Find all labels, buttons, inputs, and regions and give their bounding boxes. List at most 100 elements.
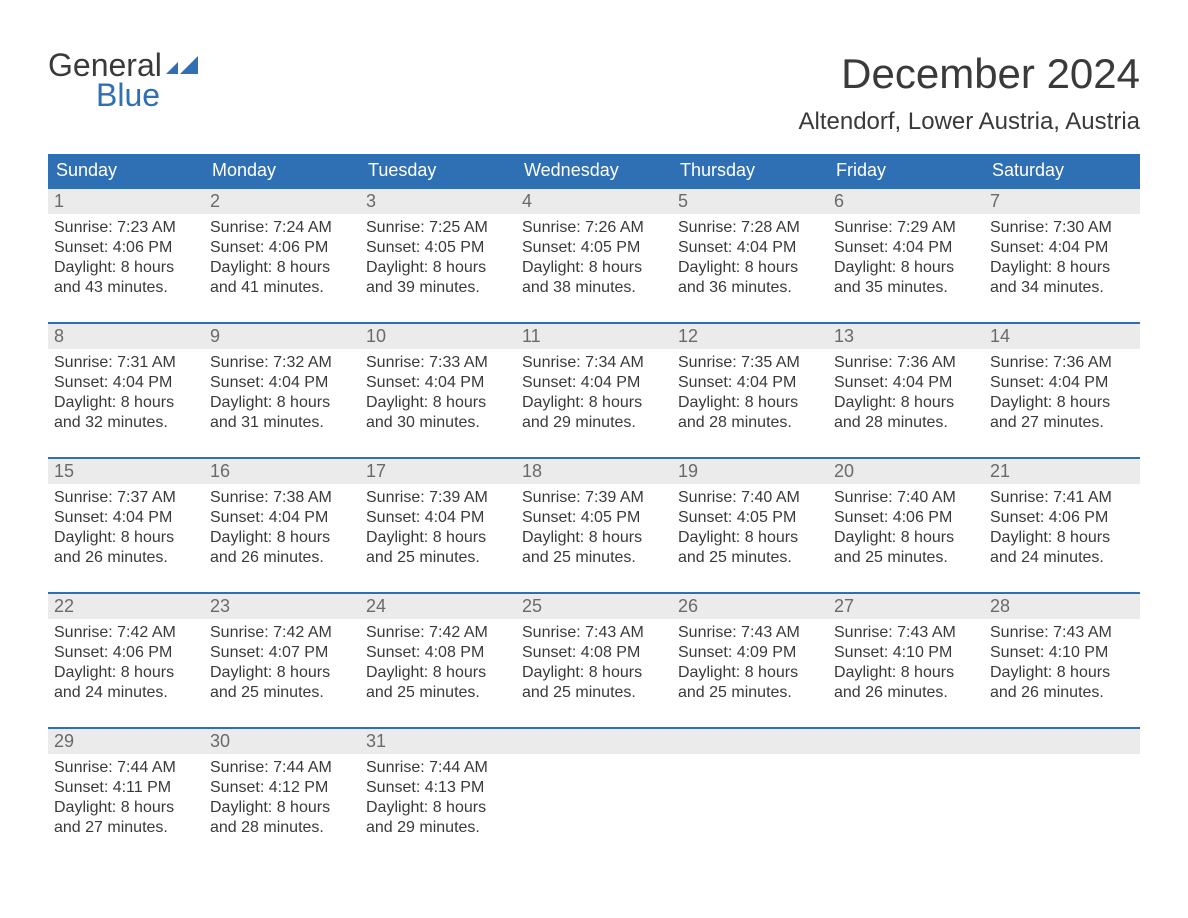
sunrise-text: Sunrise: 7:43 AM bbox=[522, 623, 666, 643]
sunset-text: Sunset: 4:10 PM bbox=[990, 643, 1134, 663]
day-detail-row: Sunrise: 7:31 AM Sunset: 4:04 PM Daylight:… bbox=[48, 349, 1140, 435]
sunset-text: Sunset: 4:06 PM bbox=[990, 508, 1134, 528]
dl2-text: and 28 minutes. bbox=[834, 413, 978, 433]
sunrise-text: Sunrise: 7:41 AM bbox=[990, 488, 1134, 508]
sunrise-text: Sunrise: 7:42 AM bbox=[366, 623, 510, 643]
sunrise-text: Sunrise: 7:36 AM bbox=[834, 353, 978, 373]
day-detail-cell: Sunrise: 7:33 AMSunset: 4:04 PMDaylight:… bbox=[360, 349, 516, 435]
location-subtitle: Altendorf, Lower Austria, Austria bbox=[798, 108, 1140, 136]
day-number-cell: 1 bbox=[48, 189, 204, 214]
day-number-cell: 30 bbox=[204, 729, 360, 754]
day-number-cell: 22 bbox=[48, 594, 204, 619]
dl1-text: Daylight: 8 hours bbox=[54, 258, 198, 278]
dl1-text: Daylight: 8 hours bbox=[678, 663, 822, 683]
dl2-text: and 25 minutes. bbox=[210, 683, 354, 703]
sunrise-text: Sunrise: 7:23 AM bbox=[54, 218, 198, 238]
sunrise-text: Sunrise: 7:30 AM bbox=[990, 218, 1134, 238]
weekday-header: Friday bbox=[828, 154, 984, 189]
dl1-text: Daylight: 8 hours bbox=[678, 528, 822, 548]
sunset-text: Sunset: 4:06 PM bbox=[54, 643, 198, 663]
dl2-text: and 29 minutes. bbox=[522, 413, 666, 433]
day-number-cell: 25 bbox=[516, 594, 672, 619]
logo-flag-icon bbox=[166, 56, 198, 76]
day-detail-cell: Sunrise: 7:39 AMSunset: 4:04 PMDaylight:… bbox=[360, 484, 516, 570]
sunset-text: Sunset: 4:04 PM bbox=[366, 373, 510, 393]
sunset-text: Sunset: 4:13 PM bbox=[366, 778, 510, 798]
weekday-header: Monday bbox=[204, 154, 360, 189]
weekday-header: Wednesday bbox=[516, 154, 672, 189]
day-number-cell: 17 bbox=[360, 459, 516, 484]
sunrise-text: Sunrise: 7:28 AM bbox=[678, 218, 822, 238]
dl2-text: and 28 minutes. bbox=[210, 818, 354, 838]
day-number-cell: 20 bbox=[828, 459, 984, 484]
dl2-text: and 25 minutes. bbox=[678, 683, 822, 703]
day-number-cell bbox=[516, 729, 672, 754]
day-number-cell: 3 bbox=[360, 189, 516, 214]
sunset-text: Sunset: 4:07 PM bbox=[210, 643, 354, 663]
day-detail-cell: Sunrise: 7:25 AMSunset: 4:05 PMDaylight:… bbox=[360, 214, 516, 300]
day-detail-cell: Sunrise: 7:40 AMSunset: 4:05 PMDaylight:… bbox=[672, 484, 828, 570]
sunset-text: Sunset: 4:05 PM bbox=[522, 508, 666, 528]
day-number-cell bbox=[984, 729, 1140, 754]
sunset-text: Sunset: 4:04 PM bbox=[834, 373, 978, 393]
dl1-text: Daylight: 8 hours bbox=[834, 528, 978, 548]
day-detail-cell bbox=[516, 754, 672, 840]
dl1-text: Daylight: 8 hours bbox=[678, 393, 822, 413]
sunrise-text: Sunrise: 7:42 AM bbox=[54, 623, 198, 643]
day-detail-cell: Sunrise: 7:30 AMSunset: 4:04 PMDaylight:… bbox=[984, 214, 1140, 300]
day-number-row: 22232425262728 bbox=[48, 594, 1140, 619]
sunrise-text: Sunrise: 7:31 AM bbox=[54, 353, 198, 373]
header: General Blue December 2024 Altendorf, Lo… bbox=[48, 50, 1140, 136]
day-detail-cell: Sunrise: 7:43 AMSunset: 4:08 PMDaylight:… bbox=[516, 619, 672, 705]
dl2-text: and 25 minutes. bbox=[678, 548, 822, 568]
dl1-text: Daylight: 8 hours bbox=[522, 528, 666, 548]
week-separator bbox=[48, 705, 1140, 729]
dl2-text: and 26 minutes. bbox=[54, 548, 198, 568]
sunrise-text: Sunrise: 7:40 AM bbox=[834, 488, 978, 508]
day-detail-cell: Sunrise: 7:40 AMSunset: 4:06 PMDaylight:… bbox=[828, 484, 984, 570]
sunrise-text: Sunrise: 7:44 AM bbox=[366, 758, 510, 778]
sunrise-text: Sunrise: 7:44 AM bbox=[54, 758, 198, 778]
sunrise-text: Sunrise: 7:44 AM bbox=[210, 758, 354, 778]
dl2-text: and 25 minutes. bbox=[522, 683, 666, 703]
week-separator bbox=[48, 570, 1140, 594]
dl1-text: Daylight: 8 hours bbox=[210, 798, 354, 818]
weekday-header-row: Sunday Monday Tuesday Wednesday Thursday… bbox=[48, 154, 1140, 189]
day-detail-cell: Sunrise: 7:43 AMSunset: 4:10 PMDaylight:… bbox=[984, 619, 1140, 705]
week-separator bbox=[48, 435, 1140, 459]
sunrise-text: Sunrise: 7:26 AM bbox=[522, 218, 666, 238]
sunset-text: Sunset: 4:04 PM bbox=[678, 238, 822, 258]
calendar-table: Sunday Monday Tuesday Wednesday Thursday… bbox=[48, 154, 1140, 840]
title-block: December 2024 Altendorf, Lower Austria, … bbox=[798, 50, 1140, 136]
sunrise-text: Sunrise: 7:42 AM bbox=[210, 623, 354, 643]
weekday-header: Saturday bbox=[984, 154, 1140, 189]
dl2-text: and 41 minutes. bbox=[210, 278, 354, 298]
weekday-header: Sunday bbox=[48, 154, 204, 189]
day-number-cell: 21 bbox=[984, 459, 1140, 484]
day-number-cell: 15 bbox=[48, 459, 204, 484]
dl2-text: and 26 minutes. bbox=[210, 548, 354, 568]
dl1-text: Daylight: 8 hours bbox=[522, 258, 666, 278]
dl1-text: Daylight: 8 hours bbox=[54, 528, 198, 548]
sunset-text: Sunset: 4:04 PM bbox=[990, 238, 1134, 258]
day-number-cell: 16 bbox=[204, 459, 360, 484]
dl1-text: Daylight: 8 hours bbox=[210, 393, 354, 413]
dl2-text: and 25 minutes. bbox=[522, 548, 666, 568]
sunrise-text: Sunrise: 7:43 AM bbox=[678, 623, 822, 643]
dl2-text: and 25 minutes. bbox=[366, 683, 510, 703]
logo: General Blue bbox=[48, 50, 198, 111]
day-number-row: 15161718192021 bbox=[48, 459, 1140, 484]
sunrise-text: Sunrise: 7:36 AM bbox=[990, 353, 1134, 373]
sunset-text: Sunset: 4:06 PM bbox=[210, 238, 354, 258]
sunset-text: Sunset: 4:06 PM bbox=[54, 238, 198, 258]
day-number-cell: 24 bbox=[360, 594, 516, 619]
day-detail-cell: Sunrise: 7:44 AMSunset: 4:11 PMDaylight:… bbox=[48, 754, 204, 840]
day-number-cell: 13 bbox=[828, 324, 984, 349]
day-detail-cell: Sunrise: 7:43 AMSunset: 4:09 PMDaylight:… bbox=[672, 619, 828, 705]
dl1-text: Daylight: 8 hours bbox=[990, 663, 1134, 683]
sunrise-text: Sunrise: 7:43 AM bbox=[834, 623, 978, 643]
day-number-cell: 2 bbox=[204, 189, 360, 214]
dl2-text: and 25 minutes. bbox=[366, 548, 510, 568]
sunrise-text: Sunrise: 7:39 AM bbox=[366, 488, 510, 508]
day-number-cell: 26 bbox=[672, 594, 828, 619]
